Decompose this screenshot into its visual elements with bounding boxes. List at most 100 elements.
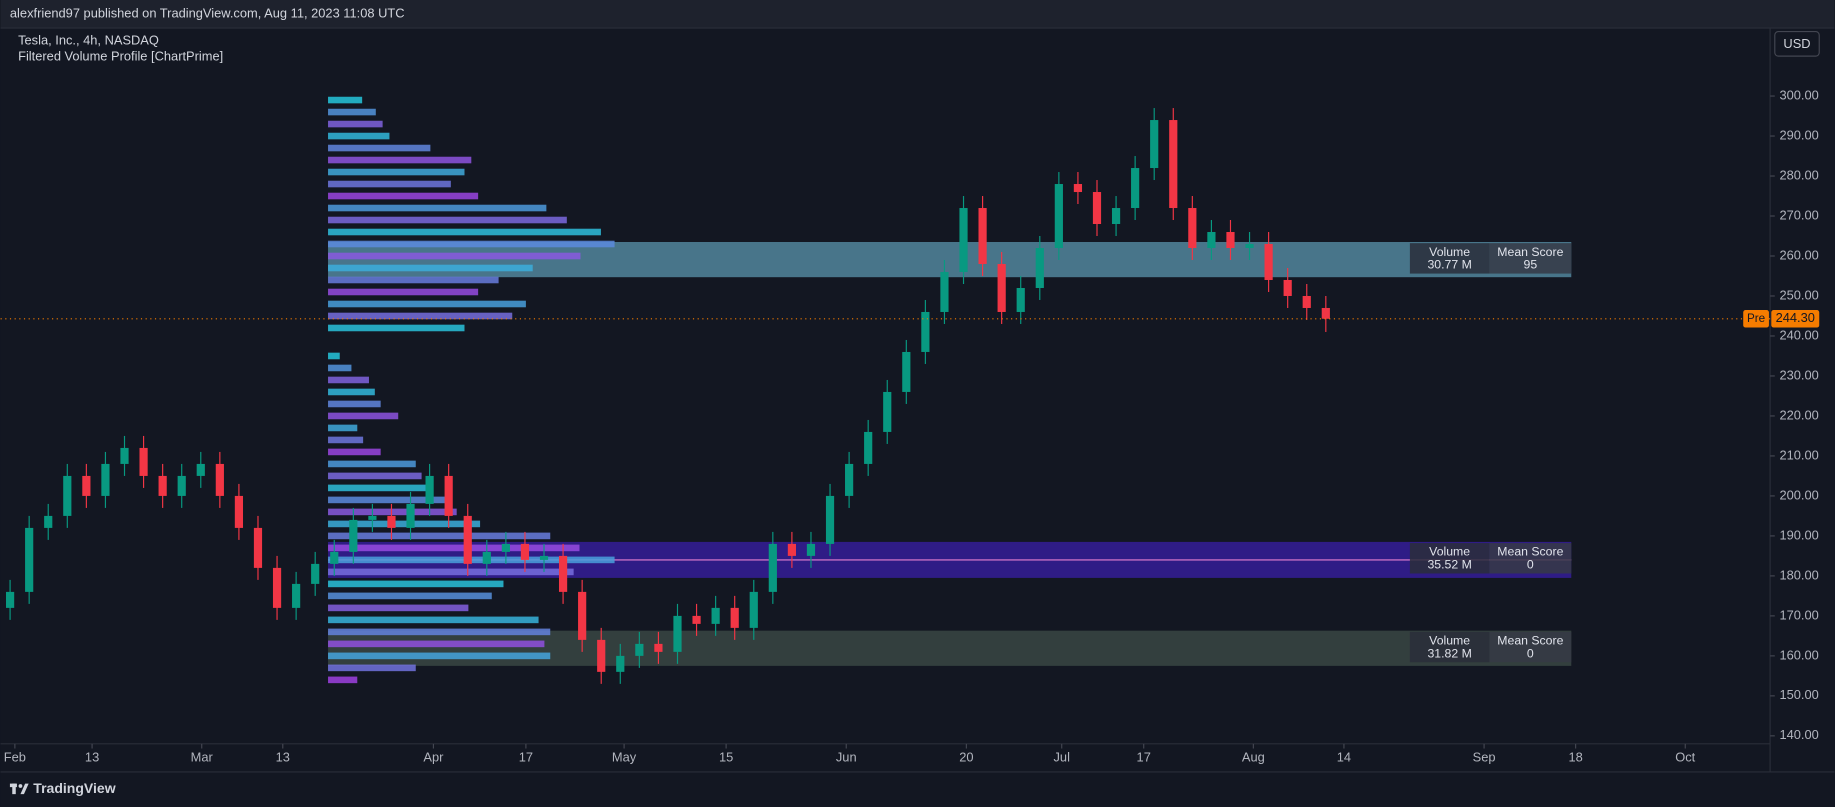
x-tick-label: Apr <box>423 749 444 764</box>
last-price-label: 244.30 <box>1776 310 1815 325</box>
profile-bar <box>328 520 481 528</box>
candle-body <box>1302 295 1311 308</box>
footer <box>0 771 1835 807</box>
y-tick-label: 290.00 <box>1779 127 1818 142</box>
profile-bar <box>328 132 390 140</box>
profile-bar <box>328 352 340 360</box>
candle-body <box>292 583 301 608</box>
candle-body <box>1169 120 1178 209</box>
profile-bar <box>328 388 375 396</box>
x-tick-label: Oct <box>1675 749 1695 764</box>
candle-body <box>1188 208 1197 249</box>
candle-body <box>978 208 987 264</box>
brand: TradingView <box>33 780 115 796</box>
profile-bar <box>328 204 547 212</box>
profile-bar <box>328 604 469 612</box>
profile-bar <box>328 400 381 408</box>
profile-bar <box>328 472 422 480</box>
profile-bar <box>328 312 513 320</box>
profile-bar <box>328 252 581 260</box>
candle-body <box>444 475 453 516</box>
logo-part <box>12 783 16 795</box>
header-bar <box>0 0 1835 29</box>
candle-body <box>883 391 892 432</box>
profile-bar <box>328 276 499 284</box>
candle-body <box>196 463 205 476</box>
candle-body <box>921 311 930 352</box>
zone-label-box <box>1489 243 1572 274</box>
profile-bar <box>328 288 479 296</box>
y-tick-label: 160.00 <box>1779 647 1818 662</box>
candle-body <box>730 607 739 628</box>
candle-body <box>120 447 129 464</box>
candle-body <box>1131 168 1140 209</box>
zone-header: Volume <box>1429 545 1470 559</box>
x-tick-label: 18 <box>1568 749 1582 764</box>
candle-body <box>406 503 415 528</box>
logo-part <box>20 783 29 795</box>
x-tick-label: 13 <box>85 749 99 764</box>
candle-body <box>501 543 510 552</box>
candle-body <box>311 563 320 584</box>
candle-body <box>768 543 777 592</box>
candle-body <box>1264 244 1273 280</box>
candle-body <box>749 591 758 628</box>
profile-bar <box>328 120 383 128</box>
profile-bar <box>328 508 457 516</box>
x-tick-label: Feb <box>4 749 26 764</box>
y-tick-label: 240.00 <box>1779 327 1818 342</box>
zone-label-box <box>1489 543 1572 574</box>
candle-body <box>349 519 358 552</box>
y-tick-label: 250.00 <box>1779 287 1818 302</box>
indicator-name: Filtered Volume Profile [ChartPrime] <box>18 49 223 64</box>
publisher: alexfriend97 published on TradingView.co… <box>10 5 405 20</box>
candle-body <box>539 555 549 560</box>
y-tick-label: 150.00 <box>1779 687 1818 702</box>
profile-bar <box>328 664 416 672</box>
zone-header: Volume <box>1429 633 1470 647</box>
x-tick-label: 13 <box>276 749 290 764</box>
profile-bar <box>328 460 416 468</box>
profile-bar <box>328 676 358 684</box>
candle-body <box>940 271 949 312</box>
x-tick-label: Mar <box>191 749 214 764</box>
logo <box>9 783 29 795</box>
profile-bar <box>328 484 428 492</box>
candle-body <box>673 615 682 652</box>
profile-bar <box>328 108 376 116</box>
y-tick-label: 170.00 <box>1779 607 1818 622</box>
candle-body <box>654 643 663 652</box>
profile-bar <box>328 544 580 552</box>
profile-bar <box>328 628 551 636</box>
candle-body <box>997 263 1006 312</box>
profile-bar <box>328 640 545 648</box>
candle-body <box>6 591 15 608</box>
profile-bar <box>328 580 504 588</box>
candle-body <box>711 607 720 624</box>
price-tag <box>1771 310 1820 328</box>
currency-button[interactable] <box>1774 30 1820 57</box>
profile-bar <box>328 568 574 576</box>
zone-header: Mean Score <box>1497 245 1563 259</box>
profile-bar <box>328 436 364 444</box>
x-tick-label: Jun <box>836 749 857 764</box>
candle-body <box>558 555 568 592</box>
profile-bar <box>328 144 431 152</box>
profile-bar <box>328 364 352 372</box>
candle-body <box>1092 192 1102 225</box>
x-tick-label: 20 <box>959 749 973 764</box>
candle-body <box>387 515 396 528</box>
profile-bar <box>328 180 451 188</box>
candle-body <box>177 475 186 496</box>
candle-body <box>1111 208 1121 225</box>
candle-body <box>82 475 91 496</box>
x-tick-label: 15 <box>719 749 733 764</box>
currency[interactable]: USD <box>1783 36 1810 51</box>
profile-bar <box>328 228 601 236</box>
x-tick-label: May <box>612 749 637 764</box>
candle-body <box>1283 279 1292 296</box>
candle-body <box>520 543 530 560</box>
y-tick-label: 180.00 <box>1779 567 1818 582</box>
candle-body <box>578 591 587 640</box>
